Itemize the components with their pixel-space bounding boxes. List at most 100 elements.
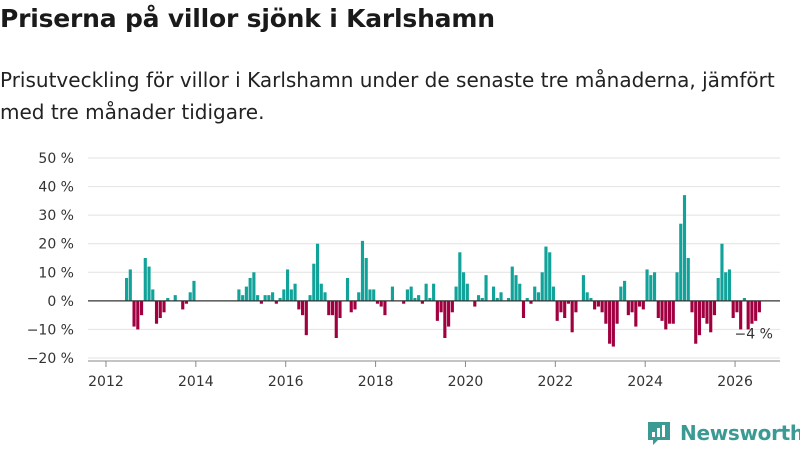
x-tick-label: 2024: [627, 374, 663, 390]
bar: [420, 300, 424, 304]
bar: [593, 300, 597, 310]
bar: [623, 280, 627, 301]
bar: [271, 292, 275, 301]
bar: [402, 300, 406, 304]
bar: [166, 298, 170, 301]
bar: [323, 292, 327, 301]
bar: [383, 300, 387, 316]
bar: [312, 263, 316, 301]
bar: [750, 300, 754, 324]
bar: [300, 300, 305, 316]
bar: [630, 300, 634, 313]
bar: [716, 278, 720, 301]
bar: [596, 300, 600, 307]
bar: [735, 300, 739, 313]
bar: [712, 300, 717, 316]
bar: [611, 300, 615, 347]
bar: [454, 286, 458, 301]
bar: [263, 295, 267, 301]
bar: [274, 300, 278, 304]
bar: [308, 295, 312, 301]
bar: [499, 292, 503, 301]
bar: [447, 300, 451, 327]
bar: [746, 300, 750, 330]
bar: [641, 300, 645, 310]
bar: [151, 289, 155, 301]
bar: [450, 300, 454, 313]
bar: [664, 300, 668, 330]
bar: [690, 300, 694, 313]
axes: [88, 300, 780, 367]
bar: [162, 300, 166, 313]
bar: [390, 286, 394, 301]
bar: [536, 292, 541, 301]
bar: [540, 272, 544, 301]
bar: [409, 286, 413, 301]
bar: [417, 295, 421, 301]
bar: [293, 283, 297, 301]
bar: [267, 295, 271, 301]
y-tick-label: 40 %: [38, 180, 74, 196]
bar: [679, 223, 683, 301]
bar: [649, 275, 653, 301]
bar: [559, 300, 563, 313]
bar: [697, 300, 702, 336]
y-tick-label: −20 %: [27, 351, 74, 367]
bar: [742, 298, 746, 301]
bar: [525, 298, 529, 301]
bar: [353, 300, 357, 310]
bar: [667, 300, 672, 324]
x-tick-label: 2018: [358, 374, 394, 390]
bar: [330, 300, 335, 316]
bar: [443, 300, 447, 338]
bar: [656, 300, 660, 318]
bar: [563, 300, 567, 318]
bar: [360, 240, 365, 301]
y-tick-label: 0 %: [47, 294, 74, 310]
bar: [428, 298, 432, 301]
bar: [184, 300, 189, 304]
bar: [136, 300, 140, 330]
bar: [338, 300, 342, 318]
bar: [345, 278, 350, 301]
bar: [645, 269, 649, 301]
gridlines: [88, 157, 780, 359]
bar: [724, 272, 728, 301]
y-tick-label: 10 %: [38, 265, 74, 281]
last-value-label: −4 %: [735, 326, 773, 342]
bar: [675, 272, 679, 301]
bar: [566, 300, 570, 304]
bar: [413, 298, 417, 301]
bar: [604, 300, 608, 324]
chart-subtitle: Prisutveckling för villor i Karlshamn un…: [0, 68, 775, 124]
bar: [754, 300, 758, 321]
bar: [533, 286, 537, 301]
bar: [739, 300, 743, 330]
newsworthy-logo-icon: [648, 422, 670, 445]
bar: [435, 300, 439, 321]
bar: [252, 272, 256, 301]
bar: [589, 298, 593, 301]
bar: [188, 292, 192, 301]
bar: [125, 278, 129, 301]
axis-labels: −20 % −10 % 0 % 10 % 20 % 30 % 40 % 50 % 2012 201…: [27, 151, 753, 390]
bar: [297, 300, 301, 310]
bar: [544, 246, 548, 301]
x-tick-label: 2014: [178, 374, 214, 390]
y-tick-label: 20 %: [38, 237, 74, 253]
bar: [480, 298, 484, 301]
x-tick-label: 2020: [448, 374, 484, 390]
bar: [660, 300, 664, 321]
bar: [619, 286, 623, 301]
bar: [720, 243, 724, 301]
bar: [241, 295, 245, 301]
y-tick-label: 30 %: [38, 208, 74, 224]
bar: [128, 269, 132, 301]
bar: [701, 300, 705, 318]
bar: [652, 272, 657, 301]
bar: [244, 286, 248, 301]
bar: [379, 300, 383, 307]
bar: [278, 298, 282, 301]
bar: [514, 275, 518, 301]
bar: [139, 300, 144, 316]
